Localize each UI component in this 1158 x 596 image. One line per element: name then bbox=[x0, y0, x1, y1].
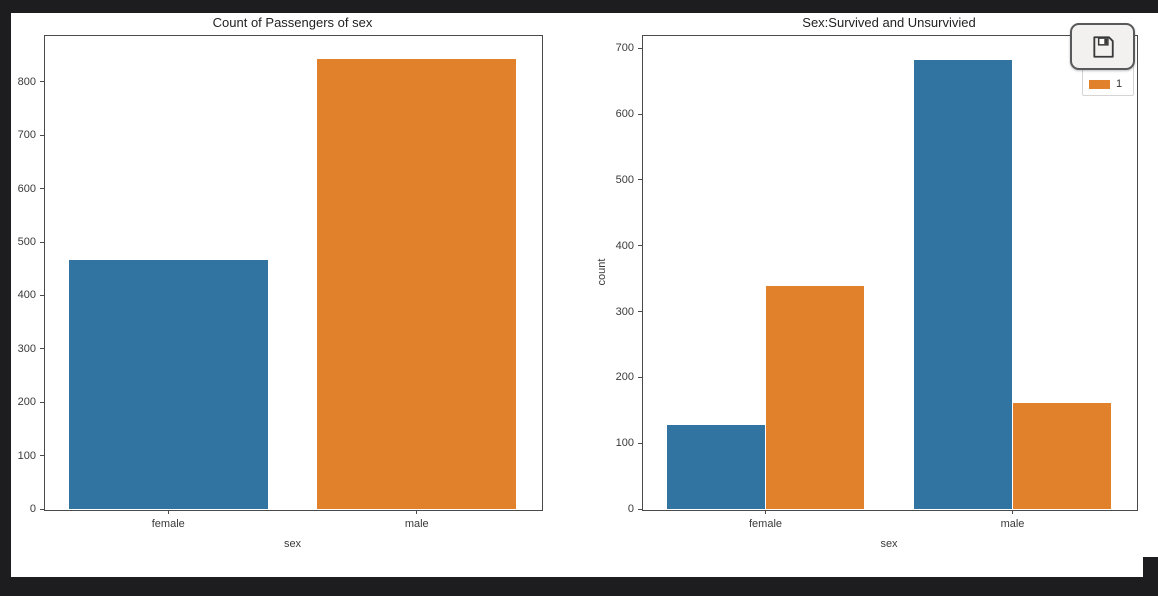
x-axis-label: sex bbox=[283, 538, 302, 550]
floppy-disk-icon bbox=[1090, 34, 1116, 60]
y-tick-mark bbox=[40, 401, 44, 403]
y-tick-label: 600 bbox=[615, 108, 634, 120]
y-tick-label: 100 bbox=[17, 449, 36, 462]
y-tick-mark bbox=[638, 47, 642, 49]
y-tick-label: 700 bbox=[17, 129, 36, 142]
y-tick-mark bbox=[40, 188, 44, 190]
legend-entry: 1 bbox=[1089, 78, 1122, 90]
y-tick-mark bbox=[638, 508, 642, 510]
y-tick-mark bbox=[40, 134, 44, 136]
y-tick-label: 300 bbox=[17, 342, 36, 355]
bar-male-1 bbox=[1012, 403, 1112, 509]
bar-female-0 bbox=[666, 425, 766, 509]
y-tick-label: 300 bbox=[615, 305, 634, 318]
y-tick-mark bbox=[40, 348, 44, 350]
y-tick-label: 500 bbox=[615, 173, 634, 186]
save-button[interactable] bbox=[1070, 23, 1135, 70]
chart-title: Sex:Survived and Unsurvivied bbox=[802, 15, 976, 30]
x-tick-mark bbox=[765, 510, 766, 514]
y-tick-label: 400 bbox=[615, 239, 634, 252]
y-tick-label: 0 bbox=[29, 503, 36, 515]
x-tick-label: female bbox=[748, 518, 783, 530]
y-tick-mark bbox=[638, 245, 642, 247]
legend-swatch-orange bbox=[1089, 79, 1110, 89]
legend-label: 1 bbox=[1116, 78, 1123, 90]
y-tick-label: 200 bbox=[17, 396, 36, 409]
bar-male bbox=[317, 59, 517, 509]
bar-male-0 bbox=[913, 60, 1013, 509]
x-tick-label: male bbox=[1000, 518, 1025, 530]
y-tick-mark bbox=[40, 241, 44, 243]
figure-canvas: Count of Passengers of sex sex 0 100 200 30… bbox=[11, 13, 1158, 577]
y-tick-label: 500 bbox=[17, 236, 36, 249]
bar-female bbox=[68, 260, 268, 509]
x-axis-label: sex bbox=[880, 538, 898, 550]
y-tick-label: 800 bbox=[17, 75, 36, 88]
y-tick-mark bbox=[40, 455, 44, 457]
y-tick-mark bbox=[638, 113, 642, 115]
y-tick-label: 0 bbox=[627, 503, 634, 515]
y-tick-mark bbox=[638, 179, 642, 181]
y-tick-label: 100 bbox=[615, 437, 634, 450]
y-tick-mark bbox=[40, 294, 44, 296]
y-tick-mark bbox=[40, 81, 44, 83]
x-tick-label: male bbox=[404, 518, 429, 530]
chart-title: Count of Passengers of sex bbox=[212, 15, 373, 30]
y-tick-mark bbox=[638, 376, 642, 378]
x-tick-mark bbox=[167, 510, 169, 514]
y-tick-mark bbox=[638, 442, 642, 444]
y-tick-label: 400 bbox=[17, 289, 36, 302]
x-tick-mark bbox=[416, 510, 418, 514]
background-corner-notch bbox=[1143, 557, 1158, 577]
bar-female-1 bbox=[765, 285, 865, 509]
y-tick-label: 200 bbox=[615, 371, 634, 384]
y-tick-mark bbox=[40, 508, 44, 510]
y-tick-label: 600 bbox=[17, 182, 36, 195]
y-tick-mark bbox=[638, 311, 642, 312]
y-tick-label: 700 bbox=[615, 42, 634, 55]
x-tick-mark bbox=[1012, 510, 1013, 514]
x-tick-label: female bbox=[151, 518, 185, 530]
